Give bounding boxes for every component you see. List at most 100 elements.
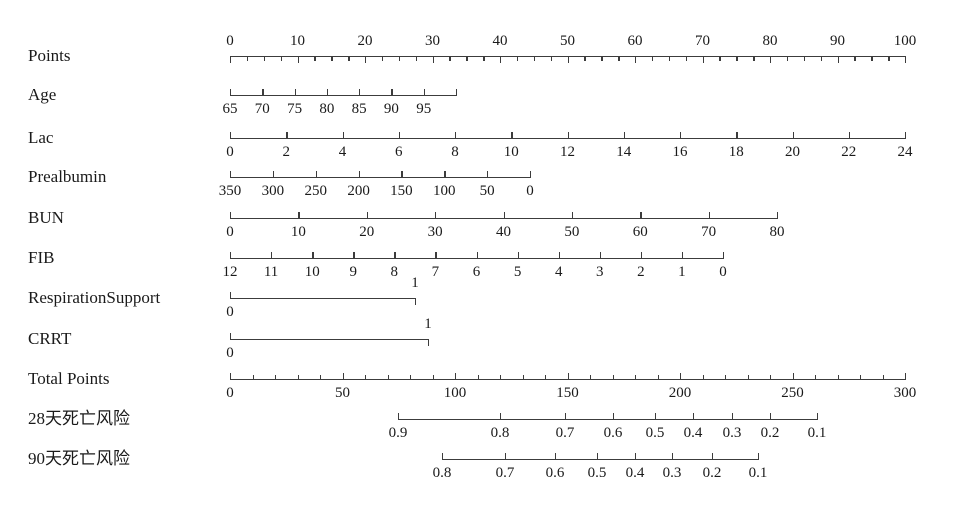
minor-tick-points (516, 57, 519, 62)
tick-total-points (792, 373, 794, 379)
tick-label-lac: 0 (226, 144, 234, 160)
minor-tick-total-points (770, 375, 772, 379)
minor-tick-points (618, 57, 620, 62)
tick-fib (394, 252, 396, 258)
tick-label-lac: 6 (395, 144, 403, 160)
minor-tick-points (651, 57, 654, 62)
tick-label-bun: 10 (290, 224, 306, 240)
minor-tick-points (331, 57, 333, 62)
row-label-crrt: CRRT (28, 329, 72, 348)
tick-bun (640, 212, 642, 218)
minor-tick-points (466, 57, 468, 62)
tick-label-lac: 24 (897, 144, 913, 160)
minor-tick-points (415, 57, 418, 62)
axis-line-crrt (230, 339, 429, 341)
tick-label-bun: 0 (226, 224, 234, 240)
tick-lac (398, 132, 401, 138)
minor-tick-points (753, 57, 755, 62)
axis-line-risk-90day (442, 459, 759, 461)
tick-label-fib: 5 (513, 264, 522, 280)
tick-total-points (680, 373, 682, 379)
tick-label-total-points: 150 (556, 385, 579, 401)
tick-risk-28day (732, 413, 734, 419)
tick-label-bun: 70 (701, 224, 717, 240)
tick-label-prealbumin: 350 (218, 183, 242, 199)
tick-age (359, 89, 361, 95)
axis-line-points (230, 56, 906, 58)
tick-label-crrt: 0 (226, 345, 234, 361)
tick-fib (723, 252, 725, 258)
tick-label-points: 80 (762, 33, 778, 49)
tick-label-lac: 2 (282, 144, 291, 160)
tick-label-points: 0 (226, 33, 234, 49)
tick-bun (230, 212, 232, 218)
tick-risk-90day (505, 453, 507, 459)
minor-tick-total-points (702, 375, 704, 379)
tick-label-bun: 40 (496, 224, 511, 240)
tick-label-total-points: 300 (893, 385, 917, 401)
tick-label-risk-90day: 0.7 (495, 465, 515, 481)
tick-label-risk-90day: 0.5 (587, 465, 607, 481)
minor-tick-points (483, 57, 485, 62)
tick-fib (476, 252, 478, 258)
tick-prealbumin (230, 171, 232, 177)
tick-label-risk-28day: 0.2 (760, 425, 780, 441)
tick-risk-90day (442, 453, 444, 459)
minor-tick-points (786, 57, 789, 62)
tick-lac (455, 132, 457, 138)
tick-label-fib: 3 (596, 264, 604, 280)
tick-label-age: 65 (222, 101, 238, 117)
tick-bun (435, 212, 437, 218)
tick-bun (298, 212, 300, 218)
minor-tick-points (263, 57, 266, 62)
tick-risk-90day (672, 453, 674, 459)
row-label-age: Age (28, 85, 57, 104)
tick-crrt (428, 340, 430, 347)
minor-tick-total-points (522, 375, 524, 379)
tick-risk-28day (655, 413, 657, 419)
tick-prealbumin (444, 171, 446, 177)
tick-fib (312, 252, 314, 258)
minor-tick-total-points (747, 375, 749, 379)
tick-label-points: 40 (492, 33, 508, 49)
tick-label-points: 100 (893, 33, 917, 49)
minor-tick-total-points (252, 375, 254, 379)
tick-fib (230, 252, 232, 258)
tick-fib (558, 252, 561, 258)
tick-prealbumin (401, 171, 403, 177)
tick-label-fib: 8 (390, 264, 399, 280)
tick-risk-28day (817, 413, 819, 419)
minor-tick-points (550, 57, 553, 62)
minor-tick-points (854, 57, 856, 62)
tick-lac (736, 132, 738, 138)
tick-label-risk-90day: 0.8 (432, 465, 452, 481)
tick-label-total-points: 0 (226, 385, 234, 401)
minor-tick-points (246, 57, 249, 62)
tick-label-prealbumin: 300 (261, 183, 285, 199)
tick-points (837, 57, 839, 64)
minor-tick-total-points (860, 375, 862, 379)
tick-bun (777, 212, 779, 218)
tick-total-points (342, 373, 344, 379)
tick-risk-28day (613, 413, 615, 419)
minor-tick-points (685, 57, 688, 62)
row-label-respiration-support: RespirationSupport (28, 288, 161, 307)
tick-label-lac: 10 (503, 144, 519, 160)
tick-label-fib: 2 (637, 264, 645, 280)
tick-lac (342, 132, 344, 138)
tick-points (432, 57, 434, 64)
minor-tick-total-points (635, 375, 637, 379)
tick-prealbumin (315, 171, 318, 177)
tick-bun (571, 212, 574, 218)
tick-label-risk-90day: 0.3 (662, 465, 682, 481)
tick-points (567, 57, 569, 64)
tick-bun (503, 212, 505, 218)
minor-tick-total-points (837, 375, 839, 379)
minor-tick-points (668, 57, 671, 62)
tick-label-fib: 4 (554, 264, 563, 280)
tick-respiration-support (230, 292, 232, 298)
tick-total-points (230, 373, 232, 379)
minor-tick-total-points (815, 375, 817, 379)
tick-label-bun: 20 (359, 224, 375, 240)
minor-tick-total-points (590, 375, 592, 379)
